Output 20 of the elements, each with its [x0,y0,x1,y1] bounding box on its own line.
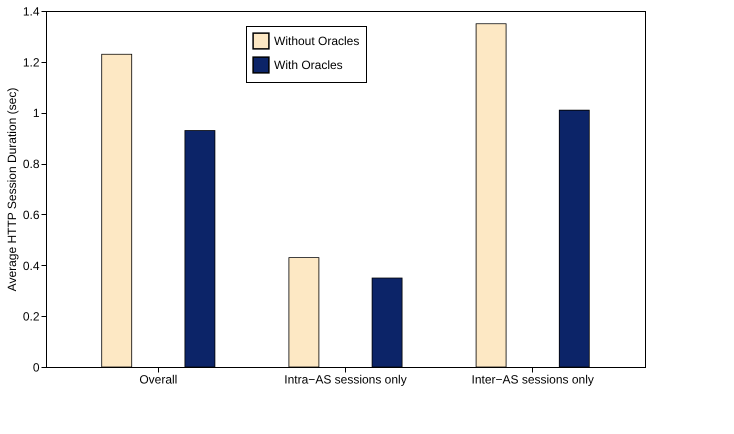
bar [476,23,506,368]
y-tick-label: 1.2 [22,55,40,70]
y-tick-label: 0.2 [22,310,40,324]
y-tick-label: 0.6 [22,208,40,222]
legend-label: Without Oracles [274,34,360,48]
y-tick-label: 1 [32,106,40,120]
y-tick-label: 1.4 [22,4,40,18]
bar [372,278,402,368]
y-tick-label: 0.4 [22,258,40,273]
bar [288,257,320,368]
y-tick-label: 0 [32,360,40,374]
x-tick-label: Intra−AS sessions only [284,372,407,386]
bar [184,130,216,368]
bar [101,54,132,368]
y-tick-label: 0.8 [22,157,40,172]
x-tick-label: Overall [139,372,178,386]
bar [558,110,590,368]
x-tick-label: Inter−AS sessions only [471,372,594,386]
legend-label: With Oracles [274,58,343,72]
y-axis-title: Average HTTP Session Duration (sec) [4,88,19,292]
